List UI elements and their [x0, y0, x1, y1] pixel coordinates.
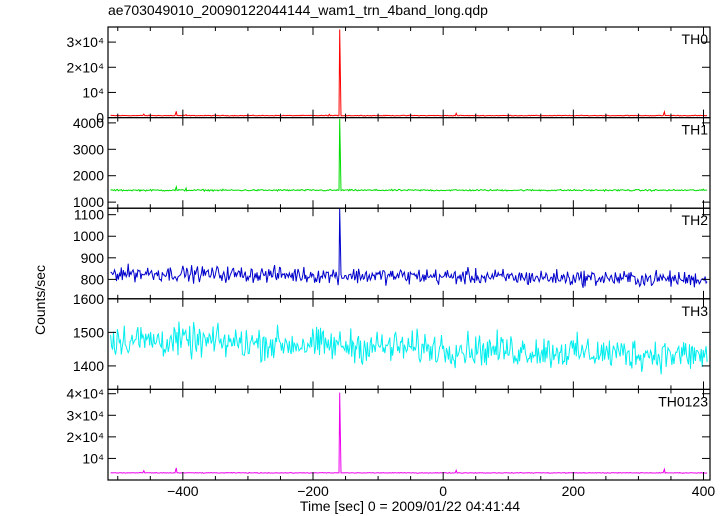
y-tick-label: 800 [81, 271, 105, 287]
series-line-th0 [110, 29, 708, 117]
panel-frame-th0 [107, 26, 711, 119]
y-tick-label: 1000 [73, 194, 104, 210]
panel-label-th2: TH2 [682, 212, 709, 228]
y-tick-label: 900 [81, 250, 105, 266]
y-tick-label: 1000 [73, 228, 104, 244]
y-tick-label: 3×10⁴ [66, 34, 104, 50]
x-axis-label: Time [sec] 0 = 2009/01/22 04:41:44 [299, 498, 521, 514]
chart-title: ae703049010_20090122044144_wam1_trn_4ban… [108, 2, 488, 18]
x-tick-label: −400 [167, 483, 199, 499]
panel-label-th1: TH1 [682, 122, 709, 138]
y-tick-label: 2×10⁴ [66, 59, 104, 75]
y-tick-label: 10⁴ [82, 84, 104, 100]
series-line-th2 [110, 208, 708, 288]
y-tick-label: 0 [96, 110, 104, 126]
y-tick-label: 2×10⁴ [66, 429, 104, 445]
panel-frame-th2 [107, 207, 711, 300]
x-tick-label: 0 [439, 483, 447, 499]
panel-label-th3: TH3 [682, 303, 709, 319]
y-tick-label: 4000 [73, 115, 104, 131]
y-tick-label: 1400 [73, 358, 104, 374]
y-tick-label: 2000 [73, 168, 104, 184]
y-tick-label: 3000 [73, 141, 104, 157]
series-line-th3 [110, 321, 708, 375]
panel-label-th0123: TH0123 [658, 393, 708, 409]
y-tick-label: 1100 [74, 207, 104, 223]
x-tick-label: 400 [692, 483, 716, 499]
y-tick-label: 10⁴ [82, 450, 104, 466]
x-tick-label: −200 [297, 483, 329, 499]
x-tick-label: 200 [562, 483, 586, 499]
y-tick-label: 3×10⁴ [66, 407, 104, 423]
panel-label-th0: TH0 [682, 31, 709, 47]
y-tick-label: 4×10⁴ [66, 386, 104, 402]
panel-frame-th1 [107, 116, 711, 209]
panel-frame-th0123 [107, 388, 711, 481]
series-line-th0123 [110, 392, 708, 474]
series-line-th1 [110, 118, 708, 193]
y-tick-label: 1500 [73, 324, 104, 340]
y-tick-label: 1600 [73, 291, 104, 307]
